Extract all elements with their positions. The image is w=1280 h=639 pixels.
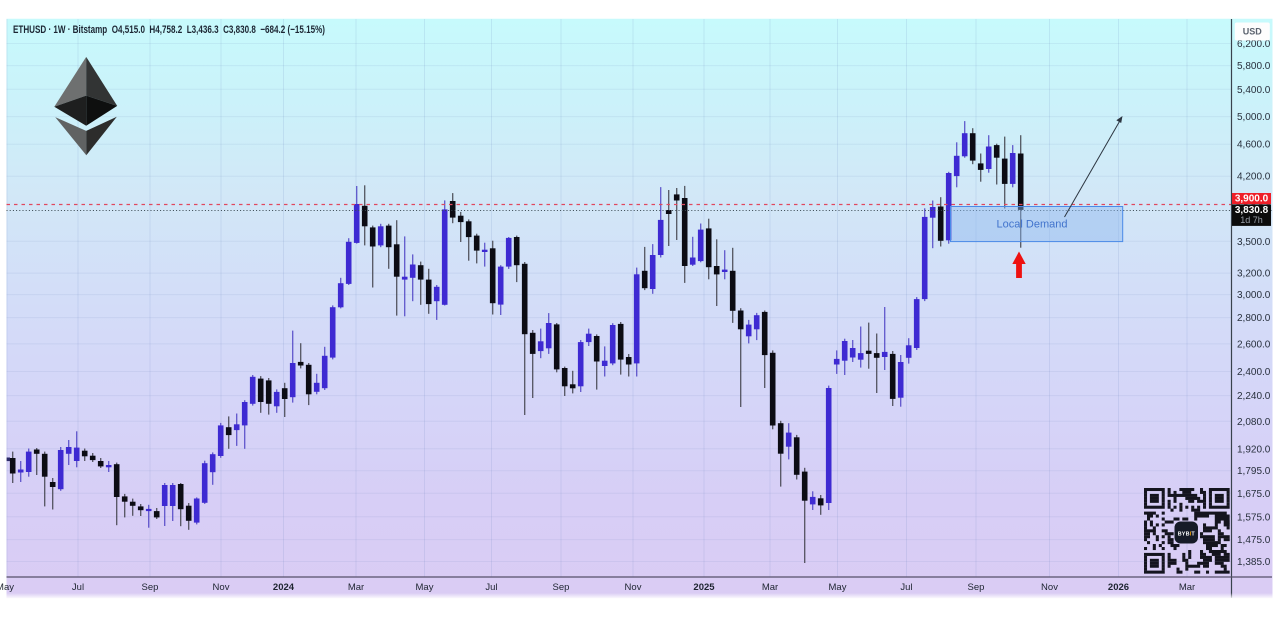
svg-text:Nov: Nov [1041,582,1058,593]
svg-text:Nov: Nov [625,582,642,593]
svg-text:3,830.8: 3,830.8 [1235,205,1269,216]
svg-text:3,900.0: 3,900.0 [1235,194,1269,205]
svg-text:3,200.0: 3,200.0 [1237,269,1271,280]
svg-text:ETHUSD · 1W · Bitstamp O4,515: ETHUSD · 1W · Bitstamp O4,515.0 H4,758.2… [13,24,325,36]
svg-text:Mar: Mar [348,582,364,593]
svg-text:Sep: Sep [968,582,985,593]
svg-text:2,080.0: 2,080.0 [1237,417,1271,428]
svg-text:1,675.0: 1,675.0 [1237,489,1271,500]
svg-text:1,475.0: 1,475.0 [1237,535,1271,546]
svg-text:May: May [829,582,847,593]
svg-text:Mar: Mar [762,582,778,593]
svg-text:3,000.0: 3,000.0 [1237,290,1271,301]
svg-text:1,920.0: 1,920.0 [1237,444,1271,455]
svg-text:5,000.0: 5,000.0 [1237,112,1271,123]
svg-text:USD: USD [1243,27,1263,37]
svg-text:Jul: Jul [485,582,497,593]
svg-text:Jul: Jul [72,582,84,593]
svg-text:Sep: Sep [142,582,159,593]
svg-text:2,240.0: 2,240.0 [1237,391,1271,402]
svg-text:5,400.0: 5,400.0 [1237,85,1271,96]
svg-text:5,800.0: 5,800.0 [1237,61,1271,72]
svg-text:Mar: Mar [1179,582,1195,593]
svg-text:2026: 2026 [1108,582,1129,593]
svg-text:1,795.0: 1,795.0 [1237,466,1271,477]
svg-text:Sep: Sep [553,582,570,593]
svg-text:4,600.0: 4,600.0 [1237,140,1271,151]
svg-text:Nov: Nov [213,582,230,593]
svg-text:2024: 2024 [273,582,295,593]
svg-text:2,400.0: 2,400.0 [1237,367,1271,378]
svg-text:2,800.0: 2,800.0 [1237,313,1271,324]
svg-text:BYBIT: BYBIT [1178,532,1196,538]
svg-text:1,575.0: 1,575.0 [1237,512,1271,523]
svg-text:2025: 2025 [693,582,715,593]
svg-text:Local Demand: Local Demand [997,219,1068,231]
svg-text:Jul: Jul [900,582,912,593]
svg-text:1d 7h: 1d 7h [1240,215,1263,225]
svg-text:4,200.0: 4,200.0 [1237,172,1271,183]
svg-text:6,200.0: 6,200.0 [1237,39,1271,50]
svg-text:2,600.0: 2,600.0 [1237,339,1271,350]
svg-text:1,385.0: 1,385.0 [1237,557,1271,568]
svg-text:May: May [416,582,434,593]
svg-text:3,500.0: 3,500.0 [1237,237,1271,248]
svg-text:May: May [0,582,14,593]
